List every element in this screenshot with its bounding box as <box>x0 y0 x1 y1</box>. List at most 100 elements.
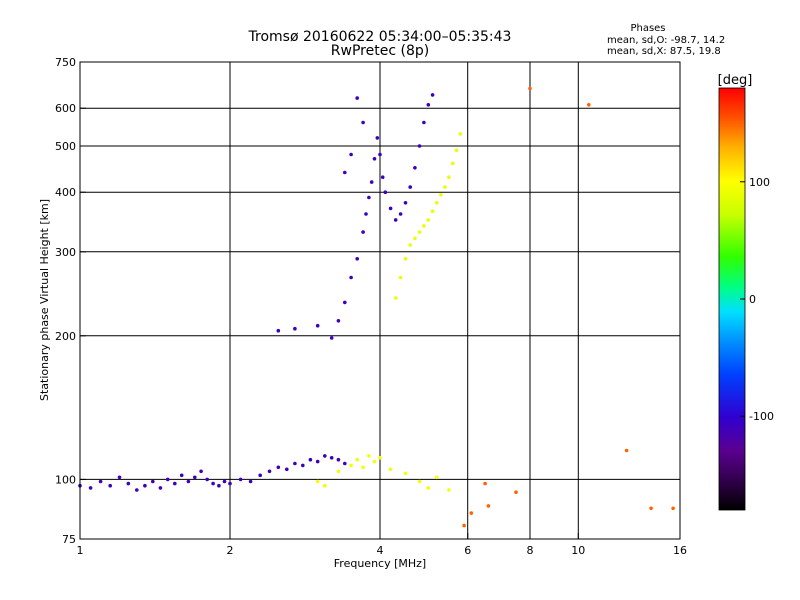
data-point <box>413 237 417 241</box>
y-tick-label: 75 <box>62 533 76 546</box>
data-point <box>389 207 393 211</box>
data-point <box>404 257 408 261</box>
data-point <box>459 132 463 136</box>
data-point <box>89 486 93 490</box>
stats-x-mode: mean, sd,X: 87.5, 19.8 <box>607 46 721 57</box>
data-point <box>118 476 122 480</box>
data-point <box>413 166 417 170</box>
data-point <box>431 209 435 213</box>
data-point <box>435 201 439 205</box>
y-tick-label: 200 <box>55 330 76 343</box>
data-point <box>143 484 147 488</box>
y-tick-label: 100 <box>55 473 76 486</box>
data-point <box>343 462 347 466</box>
data-point <box>293 327 297 331</box>
colorbar-tick-label: 100 <box>749 176 770 189</box>
data-point <box>223 480 227 484</box>
data-point <box>211 482 215 486</box>
data-point <box>483 482 487 486</box>
colorbar-tick-label: -100 <box>749 410 774 423</box>
data-point <box>364 212 368 216</box>
data-point <box>370 180 374 184</box>
data-point <box>108 484 112 488</box>
data-point <box>258 474 262 478</box>
data-point <box>159 486 163 490</box>
y-tick-label: 750 <box>55 56 76 69</box>
x-tick-label: 8 <box>527 544 534 557</box>
data-point <box>301 464 305 468</box>
data-point <box>173 482 177 486</box>
data-point <box>373 460 377 464</box>
data-point <box>217 484 221 488</box>
data-point <box>316 324 320 328</box>
data-point <box>180 474 184 478</box>
data-point <box>404 472 408 476</box>
data-point <box>349 276 353 280</box>
data-point <box>422 224 426 228</box>
data-point <box>587 103 591 107</box>
data-point <box>408 185 412 189</box>
data-point <box>316 460 320 464</box>
x-tick-label: 1 <box>77 544 84 557</box>
data-point <box>228 482 232 486</box>
data-point <box>394 296 398 300</box>
data-point <box>367 454 371 458</box>
data-point <box>127 482 131 486</box>
data-point <box>487 504 491 508</box>
data-point <box>349 153 353 157</box>
data-point <box>343 301 347 305</box>
data-point <box>205 478 209 482</box>
data-point <box>316 480 320 484</box>
data-point <box>135 488 139 492</box>
x-tick-label: 6 <box>464 544 471 557</box>
stats-heading: Phases <box>630 23 665 34</box>
data-point <box>239 478 243 482</box>
data-point <box>470 511 474 515</box>
data-point <box>268 470 272 474</box>
data-point <box>376 136 380 140</box>
stats-o-mode: mean, sd,O: -98.7, 14.2 <box>607 35 725 46</box>
data-point <box>404 201 408 205</box>
x-tick-label: 16 <box>673 544 687 557</box>
data-point <box>361 230 365 234</box>
data-point <box>151 480 155 484</box>
data-point <box>427 486 431 490</box>
y-tick-label: 500 <box>55 140 76 153</box>
data-point <box>187 480 191 484</box>
data-point <box>447 488 451 492</box>
y-tick-label: 400 <box>55 186 76 199</box>
data-point <box>337 458 341 462</box>
data-point <box>625 449 629 453</box>
data-point <box>249 480 253 484</box>
data-point <box>451 162 455 166</box>
y-tick-label: 600 <box>55 102 76 115</box>
data-point <box>361 121 365 125</box>
data-point <box>447 175 451 179</box>
x-tick-label: 4 <box>377 544 384 557</box>
data-point <box>361 466 365 470</box>
data-point <box>330 456 334 460</box>
data-point <box>378 153 382 157</box>
colorbar-tick-label: 0 <box>749 293 756 306</box>
data-point <box>427 103 431 107</box>
data-point <box>422 121 426 125</box>
data-point <box>166 478 170 482</box>
data-point <box>309 458 313 462</box>
data-point <box>671 507 675 511</box>
data-point <box>462 524 466 528</box>
data-point <box>99 480 103 484</box>
data-point <box>337 470 341 474</box>
data-point <box>293 462 297 466</box>
data-point <box>439 193 443 197</box>
x-tick-label: 10 <box>571 544 585 557</box>
data-point <box>355 257 359 261</box>
data-point <box>399 276 403 280</box>
y-tick-label: 300 <box>55 246 76 259</box>
data-point <box>355 96 359 100</box>
colorbar-label: [deg] <box>718 73 753 88</box>
data-point <box>355 458 359 462</box>
x-axis-label: Frequency [MHz] <box>334 557 426 570</box>
data-point <box>384 190 388 194</box>
data-point <box>443 185 447 189</box>
data-point <box>349 464 353 468</box>
